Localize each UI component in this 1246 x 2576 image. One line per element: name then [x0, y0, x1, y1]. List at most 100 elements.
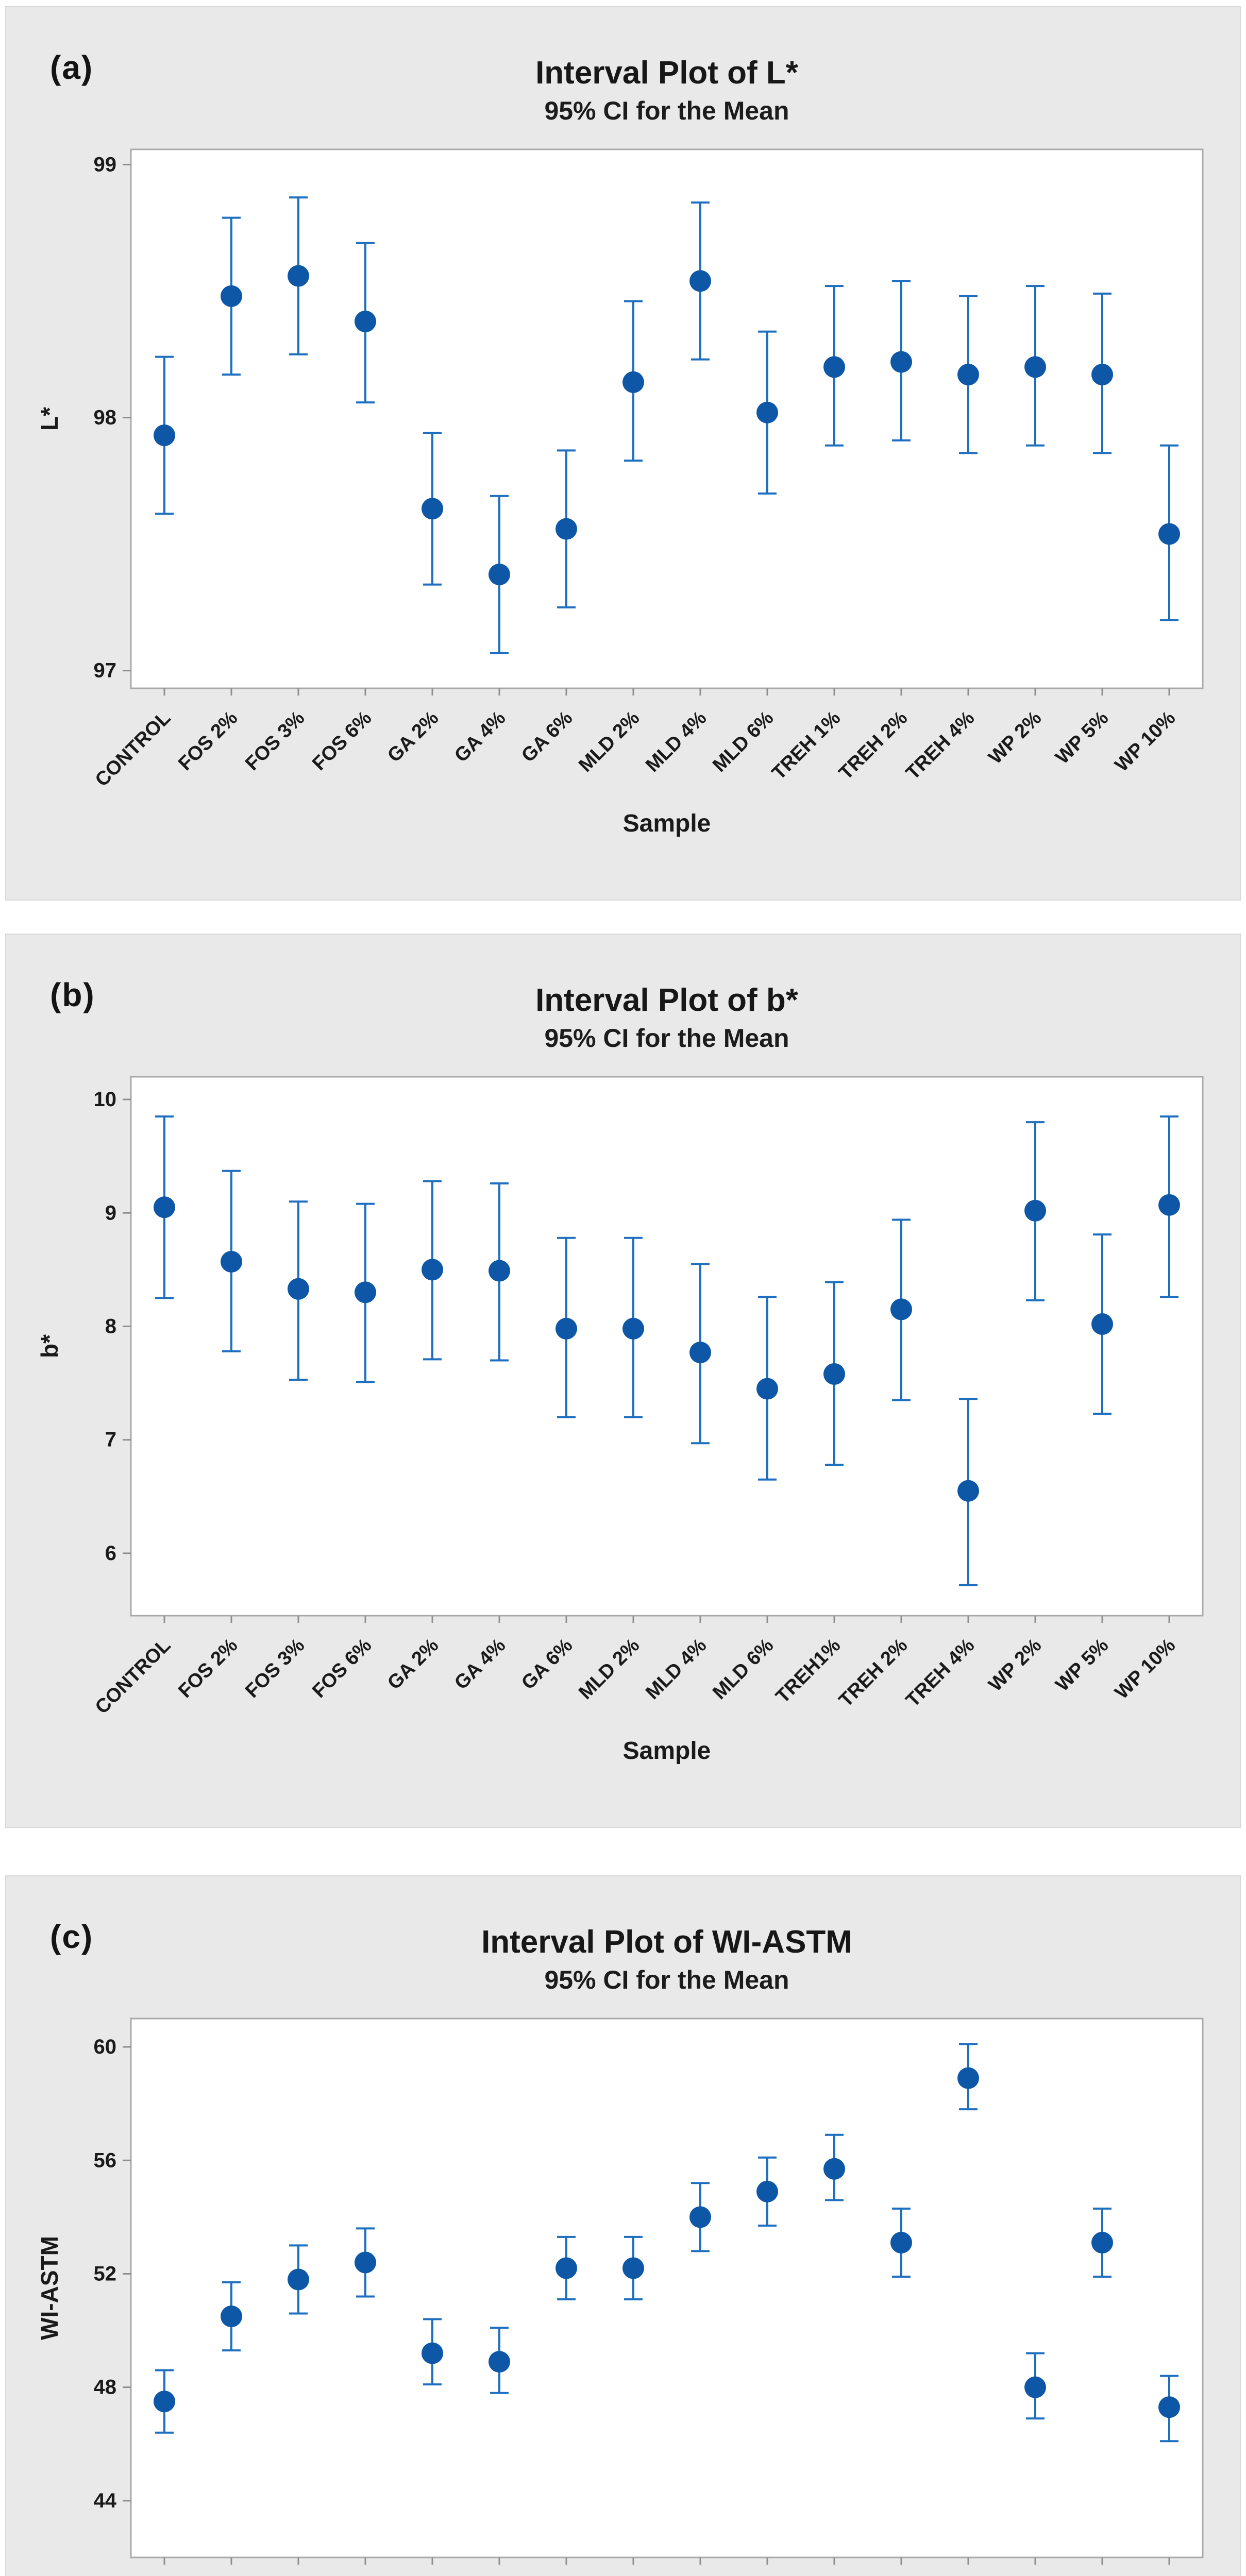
mean-dot: [288, 2268, 309, 2291]
mean-dot: [890, 2231, 912, 2253]
x-axis-category-label: MLD 2%: [575, 707, 644, 776]
x-axis-title: Sample: [623, 810, 711, 837]
x-axis-category-label: MLD 4%: [642, 707, 711, 776]
mean-dot: [823, 2158, 845, 2180]
interval-bar: [154, 1115, 175, 1299]
plot-area: [130, 148, 1204, 689]
mean-dot: [489, 564, 510, 586]
x-axis-category-label: CONTROL: [91, 707, 175, 791]
y-axis-tick-label: 48: [94, 2376, 117, 2399]
x-axis-category-label: MLD 2%: [575, 1635, 644, 1704]
interval-bar: [823, 2133, 845, 2201]
mean-dot: [422, 2342, 443, 2364]
interval-bar: [890, 1218, 912, 1401]
x-axis-category-label: GA 2%: [383, 707, 443, 767]
x-axis-category-label: WP 10%: [1111, 707, 1180, 776]
x-axis-category-label: WP 10%: [1111, 1635, 1180, 1704]
mean-dot: [823, 1363, 845, 1385]
interval-bar: [288, 196, 309, 355]
interval-bar: [154, 2369, 175, 2434]
mean-dot: [355, 2251, 376, 2274]
mean-dot: [823, 356, 845, 378]
mean-dot: [890, 351, 912, 373]
interval-bar: [1091, 1233, 1113, 1415]
mean-dot: [355, 1281, 376, 1303]
mean-dot: [555, 2257, 577, 2279]
y-axis-tick-label: 98: [94, 406, 117, 429]
interval-bar: [890, 280, 912, 442]
mean-dot: [1024, 2376, 1046, 2398]
interval-bar: [756, 330, 778, 495]
x-axis-category-label: FOS 2%: [174, 1635, 242, 1702]
interval-bar: [890, 2207, 912, 2278]
mean-dot: [957, 1480, 979, 1502]
interval-bar: [1024, 285, 1046, 447]
mean-dot: [1024, 1199, 1046, 1222]
panel-letter-c: (c): [50, 1918, 94, 1955]
x-axis-category-label: GA 4%: [450, 1635, 510, 1694]
interval-bar: [1158, 2375, 1180, 2443]
mean-dot: [622, 1317, 644, 1340]
plot-area: [130, 1076, 1204, 1617]
mean-dot: [622, 2257, 644, 2279]
x-axis-category-label: GA 6%: [517, 707, 577, 767]
mean-dot: [1091, 2231, 1113, 2253]
interval-bar: [756, 2156, 778, 2227]
chart-subtitle-a: 95% CI for the Mean: [544, 96, 789, 125]
mean-dot: [622, 371, 644, 393]
interval-bar: [422, 432, 443, 586]
y-axis-tick-label: 56: [94, 2149, 117, 2172]
x-axis-category-label: TREH 2%: [835, 707, 912, 784]
mean-dot: [221, 285, 242, 307]
x-axis-category-label: FOS 6%: [308, 1635, 376, 1702]
interval-bar: [422, 1180, 443, 1361]
interval-bar: [489, 2327, 510, 2394]
mean-dot: [689, 2206, 711, 2228]
panel-letter-b: (b): [50, 976, 95, 1013]
mean-dot: [288, 1278, 309, 1300]
interval-bar: [1024, 2352, 1046, 2420]
x-axis-category-label: MLD 6%: [709, 1635, 778, 1704]
interval-bar: [555, 449, 577, 608]
interval-bar: [1091, 2207, 1113, 2278]
panel-b: 6 7 8 9 10 CONTROL FOS 2% FOS 3% FOS 6% GA 2% GA 4…: [5, 934, 1241, 1828]
x-axis-category-label: WP 2%: [985, 707, 1046, 769]
mean-dot: [422, 1259, 443, 1281]
interval-bar: [288, 1200, 309, 1381]
interval-bar: [957, 295, 979, 454]
x-axis-category-label: TREH 1%: [768, 707, 845, 784]
mean-dot: [756, 2180, 778, 2202]
interval-bar: [1091, 292, 1113, 454]
mean-dot: [555, 518, 577, 540]
mean-dot: [154, 424, 175, 446]
y-axis-tick-label: 60: [94, 2036, 117, 2058]
panel-a: 97 98 99 CONTROL FOS 2% FOS 3% FOS 6% GA 2% GA 4…: [5, 6, 1241, 901]
y-axis-title: b*: [36, 1334, 63, 1358]
interval-bar: [288, 2244, 309, 2315]
interval-bar: [555, 1236, 577, 1418]
interval-bar: [355, 2227, 376, 2298]
interval-bar: [957, 1398, 979, 1586]
y-axis-title: WI-ASTM: [36, 2236, 63, 2340]
interval-bar: [1024, 1121, 1046, 1301]
mean-dot: [890, 1298, 912, 1320]
interval-bar: [823, 1281, 845, 1466]
y-axis-title: L*: [36, 407, 63, 431]
x-axis-category-label: CONTROL: [91, 1635, 175, 1719]
x-axis-category-label: TREH 2%: [835, 1635, 912, 1711]
mean-dot: [154, 2391, 175, 2413]
mean-dot: [756, 1378, 778, 1400]
mean-dot: [1091, 364, 1113, 386]
x-axis-category-label: FOS 3%: [241, 1635, 309, 1702]
interval-bar: [622, 1236, 644, 1418]
interval-bar: [1158, 444, 1180, 621]
interval-bar: [622, 2235, 644, 2301]
mean-dot: [355, 310, 376, 332]
y-axis-tick-label: 97: [94, 659, 117, 682]
y-axis-tick-label: 44: [94, 2489, 117, 2512]
mean-dot: [1158, 1194, 1180, 1216]
chart-title-b: Interval Plot of b*: [535, 982, 798, 1018]
interval-bar: [689, 1263, 711, 1445]
interval-plot-c: 4448525660CONTROLFOS 2%FOS 3%FOS 6%GA 2%…: [36, 2018, 1204, 2565]
